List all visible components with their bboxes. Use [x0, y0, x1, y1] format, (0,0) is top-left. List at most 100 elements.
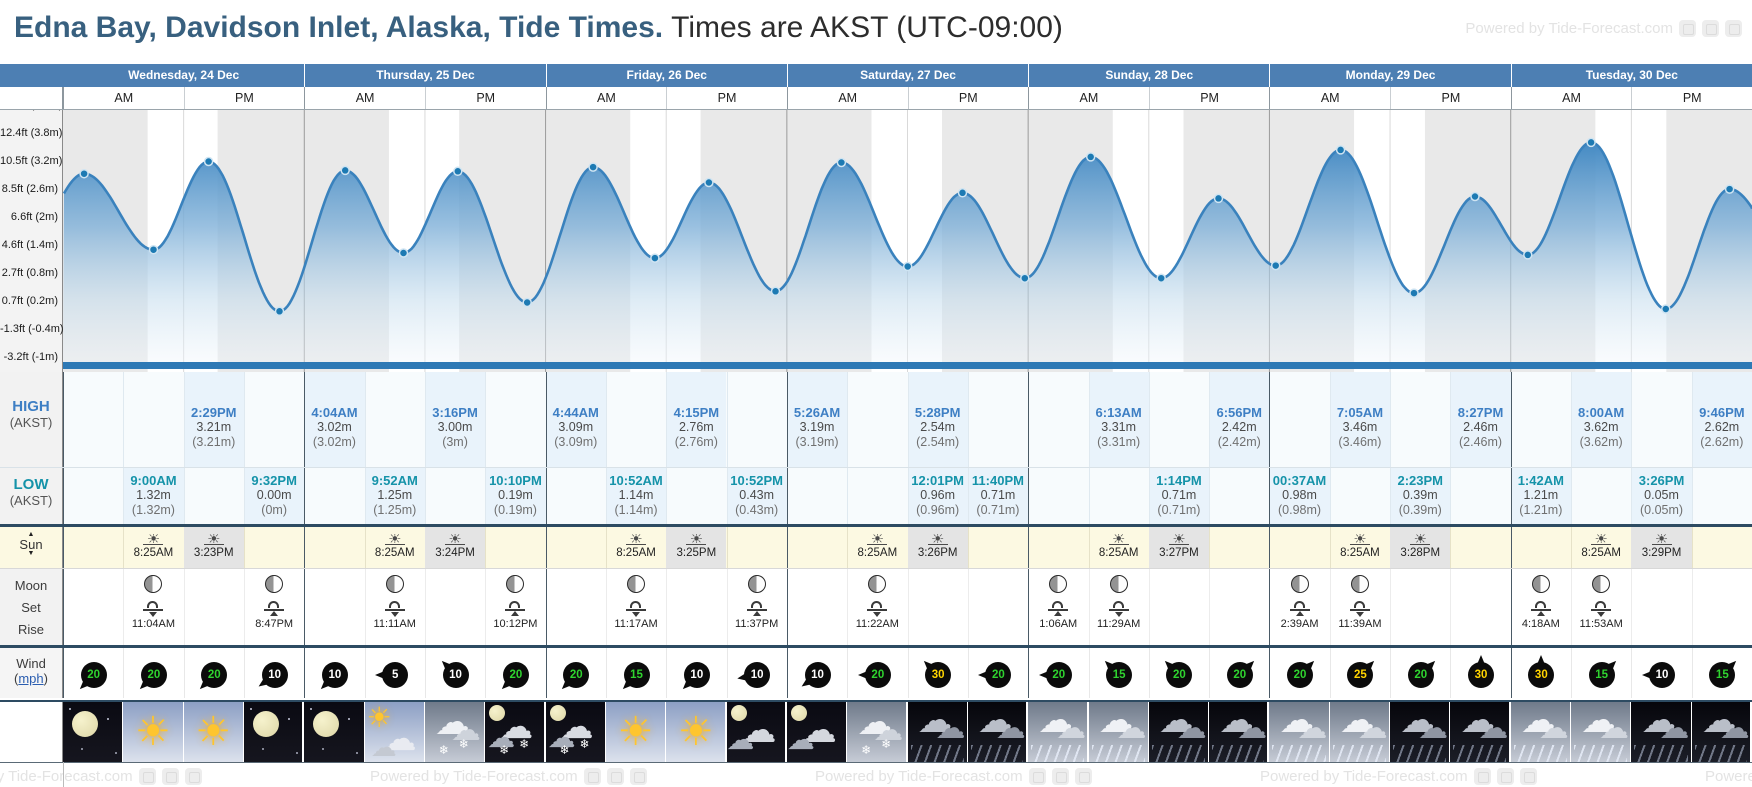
moon-cell-border	[1209, 569, 1269, 646]
arc-baseline	[867, 609, 888, 611]
sun-glyph: ☀	[1413, 534, 1427, 543]
wind-cell: 10	[666, 648, 726, 698]
sun-cell-border	[63, 527, 123, 568]
high-cell	[1088, 372, 1149, 467]
sun-cell-border	[304, 527, 364, 568]
day-header-cell: Thursday, 25 Dec	[304, 64, 545, 87]
divider-line	[0, 524, 1752, 527]
location-title: Edna Bay, Davidson Inlet, Alaska, Tide T…	[14, 11, 664, 44]
sunset-time: 3:27PM	[1159, 547, 1199, 559]
cloud-icon: ☁	[1279, 702, 1316, 740]
moon-cell-border	[1390, 569, 1450, 646]
high-cell	[1148, 372, 1209, 467]
sun-row: ▲ Sun ▼ ☀ 8:25AM ☀ 3:23PM ☀ 8:25AM ☀ 3:24PM ☀ 8:2…	[0, 527, 1752, 568]
cloud-icon: ☁	[450, 714, 481, 747]
moon-cell-border	[847, 569, 907, 646]
tide-height-alt: (3m)	[442, 435, 468, 449]
horizon-line	[143, 544, 164, 545]
moon-time: 2:39AM	[1280, 618, 1319, 630]
wind-cell: 10	[726, 648, 787, 698]
high-cell	[304, 372, 365, 467]
cloud-icon: ☁	[977, 702, 1014, 740]
low-cell	[726, 468, 787, 524]
tide-chart: 14.4ft (4.4m) 12.4ft (3.8m) 10.5ft (3.2m) 8…	[0, 110, 1752, 372]
tide-height: 1.21m	[1523, 488, 1559, 502]
sun-glyph: ☀	[629, 534, 643, 543]
arc-arrow	[1054, 607, 1063, 616]
sun-horizon-icon: ☀	[202, 532, 226, 546]
tide-height: 1.14m	[618, 488, 654, 502]
arc	[1534, 601, 1546, 608]
low-tide-row: LOW (AKST) 9:00AM 1.32m (1.32m) 9:32PM 0.00m…	[0, 467, 1752, 524]
wind-cell: 10	[424, 648, 485, 698]
moon-phase-icon	[1109, 575, 1128, 593]
horizon-line	[1168, 544, 1189, 545]
tide-time: 4:44AM	[552, 405, 599, 420]
arc	[147, 601, 159, 608]
arc-baseline	[505, 609, 526, 611]
sun-cell-border	[1028, 527, 1088, 568]
cloud-icon: ☁	[1641, 702, 1678, 740]
moon-entry: 11:17AM	[606, 569, 666, 646]
wind-cell: 20	[1028, 648, 1088, 698]
weather-icon: ☁ ☁	[1571, 702, 1632, 764]
cloud-icon: ☁	[1237, 712, 1268, 745]
weather-icon: ☀	[183, 702, 244, 764]
sun-glyph: ☀	[1172, 534, 1186, 543]
low-tide-entry: 9:32PM 0.00m (0m)	[244, 473, 304, 518]
tide-extreme-marker	[1020, 273, 1030, 283]
wind-arrow-head	[1536, 650, 1547, 667]
weather-row: ☀ ☀ ☀ ☁ ☁ ☁ ☁ ❄ ❄ ☁ ☁ ❄ ❄ ☁ ☁ ❄ ❄ ☀ ☀ ☁ ☁ ☁ ☁ ☁ ☁ ❄ ❄ ☁ ☁ ☁ ☁ ☁ ☁ ☁ ☁ ☁ ☁ ☁ ☁ ☁…	[0, 700, 1752, 764]
wind-cell: 20	[1269, 648, 1329, 698]
am-column-header: AM	[545, 87, 667, 109]
moon-phase-icon	[1592, 575, 1611, 593]
tide-height: 0.98m	[1282, 488, 1317, 502]
tide-extreme-marker	[836, 157, 847, 168]
watermark-badge-icon	[1725, 20, 1742, 37]
wind-cell: 15	[605, 648, 666, 698]
cloud-icon: ☁	[434, 702, 471, 742]
tide-time: 2:29PM	[190, 405, 237, 420]
arc	[1293, 601, 1305, 608]
weather-icon	[244, 702, 305, 764]
powered-by-watermark: Powered by Tide-Forecast.com	[0, 768, 202, 785]
tide-height: 3.00m	[437, 420, 473, 434]
wind-speed-value: 10	[321, 662, 348, 688]
tide-height-alt: (0.39m)	[1398, 503, 1442, 517]
sunset-time: 3:26PM	[917, 547, 958, 559]
arc-baseline	[264, 609, 285, 611]
high-cell	[847, 372, 907, 467]
sun-horizon-icon: ☀	[926, 532, 950, 546]
tide-height: 3.19m	[799, 420, 835, 434]
watermark-badge-icon	[606, 768, 624, 785]
tide-height: 0.43m	[739, 488, 775, 502]
sun-glyph: ☀	[388, 534, 402, 543]
tide-height: 0.19m	[498, 488, 533, 502]
wind-speed-value: 15	[623, 662, 650, 688]
wind-cell: 10	[244, 648, 304, 698]
tide-extreme-marker	[1586, 137, 1596, 148]
high-cell	[666, 372, 727, 467]
weather-icon	[304, 702, 365, 764]
moon-icon	[730, 705, 747, 721]
am-column-header: AM	[1269, 87, 1390, 109]
wind-speed-value: 20	[140, 662, 167, 688]
moon-cell-border	[1691, 569, 1752, 646]
watermark-badge-icon	[1051, 768, 1069, 785]
sun-horizon-icon: ☀	[1408, 532, 1432, 546]
sun-cell-border	[605, 527, 666, 568]
watermark-badge-icon	[1679, 20, 1696, 37]
moon-cell-border	[244, 569, 304, 646]
arc	[268, 601, 280, 608]
moon-cell-border	[1510, 569, 1571, 646]
weather-icon: ☀	[605, 702, 667, 764]
wind-speed-value: 15	[1106, 662, 1133, 688]
stars-decoration	[310, 708, 313, 710]
arc-arrow	[270, 607, 279, 616]
weather-icon: ☀	[666, 702, 727, 764]
sun-cell-border	[123, 527, 183, 568]
mph-unit-link[interactable]: mph	[18, 671, 44, 686]
high-cell	[1450, 372, 1511, 467]
tide-height-alt: (0.71m)	[976, 503, 1020, 517]
high-cell	[907, 372, 968, 467]
